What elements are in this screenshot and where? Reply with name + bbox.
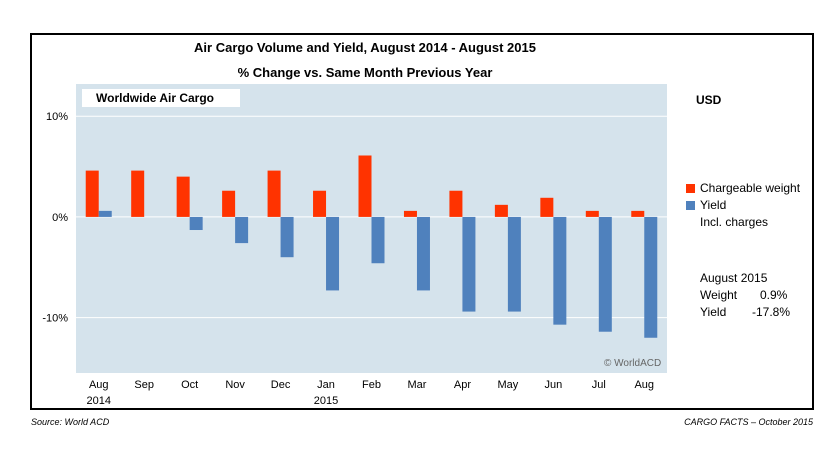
chart-title: Air Cargo Volume and Yield, August 2014 …: [194, 40, 536, 55]
bar-yield: [553, 216, 567, 325]
summary-yield-value: -17.8%: [752, 305, 791, 319]
y-tick-label: -10%: [42, 313, 68, 325]
bar-chargeable-weight: [585, 210, 599, 217]
summary-weight-label: Weight: [700, 288, 738, 302]
summary-yield-label: Yield: [700, 305, 727, 319]
bar-chargeable-weight: [403, 210, 417, 217]
bar-chargeable-weight: [267, 170, 281, 217]
y-tick-label: 10%: [46, 111, 68, 123]
x-tick-label: Jun: [544, 379, 562, 391]
panel-label: Worldwide Air Cargo: [82, 89, 240, 107]
x-tick-label: Dec: [271, 379, 291, 391]
bar-yield: [189, 216, 203, 231]
watermark: © WorldACD: [604, 358, 662, 369]
bar-yield: [235, 216, 249, 244]
x-tick-label: Feb: [362, 379, 381, 391]
x-tick-label: Nov: [225, 379, 245, 391]
x-tick-label: Mar: [407, 379, 426, 391]
bar-yield: [280, 216, 294, 258]
bar-yield: [507, 216, 521, 312]
x-tick-label: Oct: [181, 379, 198, 391]
bar-yield: [371, 216, 385, 264]
x-tick-label: Aug: [89, 379, 109, 391]
source-note: Source: World ACD: [31, 417, 110, 427]
bar-chargeable-weight: [131, 170, 145, 217]
bar-yield: [326, 216, 340, 291]
x-year-label: 2015: [314, 395, 338, 407]
bar-chargeable-weight: [222, 190, 236, 217]
legend-label-yield: Yield: [700, 198, 727, 212]
bar-yield: [644, 216, 658, 338]
bar-chargeable-weight: [85, 170, 99, 217]
chart-subtitle: % Change vs. Same Month Previous Year: [237, 65, 493, 80]
bar-yield: [462, 216, 476, 312]
credit-note: CARGO FACTS – October 2015: [684, 417, 813, 427]
bar-chargeable-weight: [449, 190, 463, 217]
x-tick-label: Sep: [134, 379, 154, 391]
bar-yield: [98, 210, 112, 217]
x-tick-label: Jul: [592, 379, 606, 391]
legend-item-weight: Chargeable weight: [686, 181, 800, 195]
legend-swatch-yield: [686, 201, 695, 211]
x-tick-label: Jan: [317, 379, 335, 391]
legend-item-yield: Yield: [686, 198, 726, 212]
legend-swatch-weight: [686, 184, 695, 194]
bar-chargeable-weight: [494, 204, 508, 217]
x-tick-label: Apr: [454, 379, 471, 391]
summary-box: August 2015 Weight 0.9% Yield -17.8%: [700, 270, 790, 321]
legend-note: Incl. charges: [700, 215, 769, 229]
summary-weight-value: 0.9%: [760, 288, 788, 302]
bar-chargeable-weight: [313, 190, 327, 217]
bar-yield: [416, 216, 430, 291]
x-tick-label: May: [497, 379, 518, 391]
bar-chargeable-weight: [358, 155, 372, 217]
bar-chargeable-weight: [176, 176, 190, 217]
bar-chargeable-weight: [540, 197, 554, 217]
bar-chargeable-weight: [631, 210, 645, 217]
currency-label: USD: [696, 93, 722, 107]
x-year-label: 2014: [86, 395, 110, 407]
legend-label-weight: Chargeable weight: [700, 181, 801, 195]
y-tick-label: 0%: [52, 212, 68, 224]
x-tick-label: Aug: [634, 379, 654, 391]
summary-heading: August 2015: [700, 271, 768, 285]
bar-yield: [598, 216, 612, 332]
